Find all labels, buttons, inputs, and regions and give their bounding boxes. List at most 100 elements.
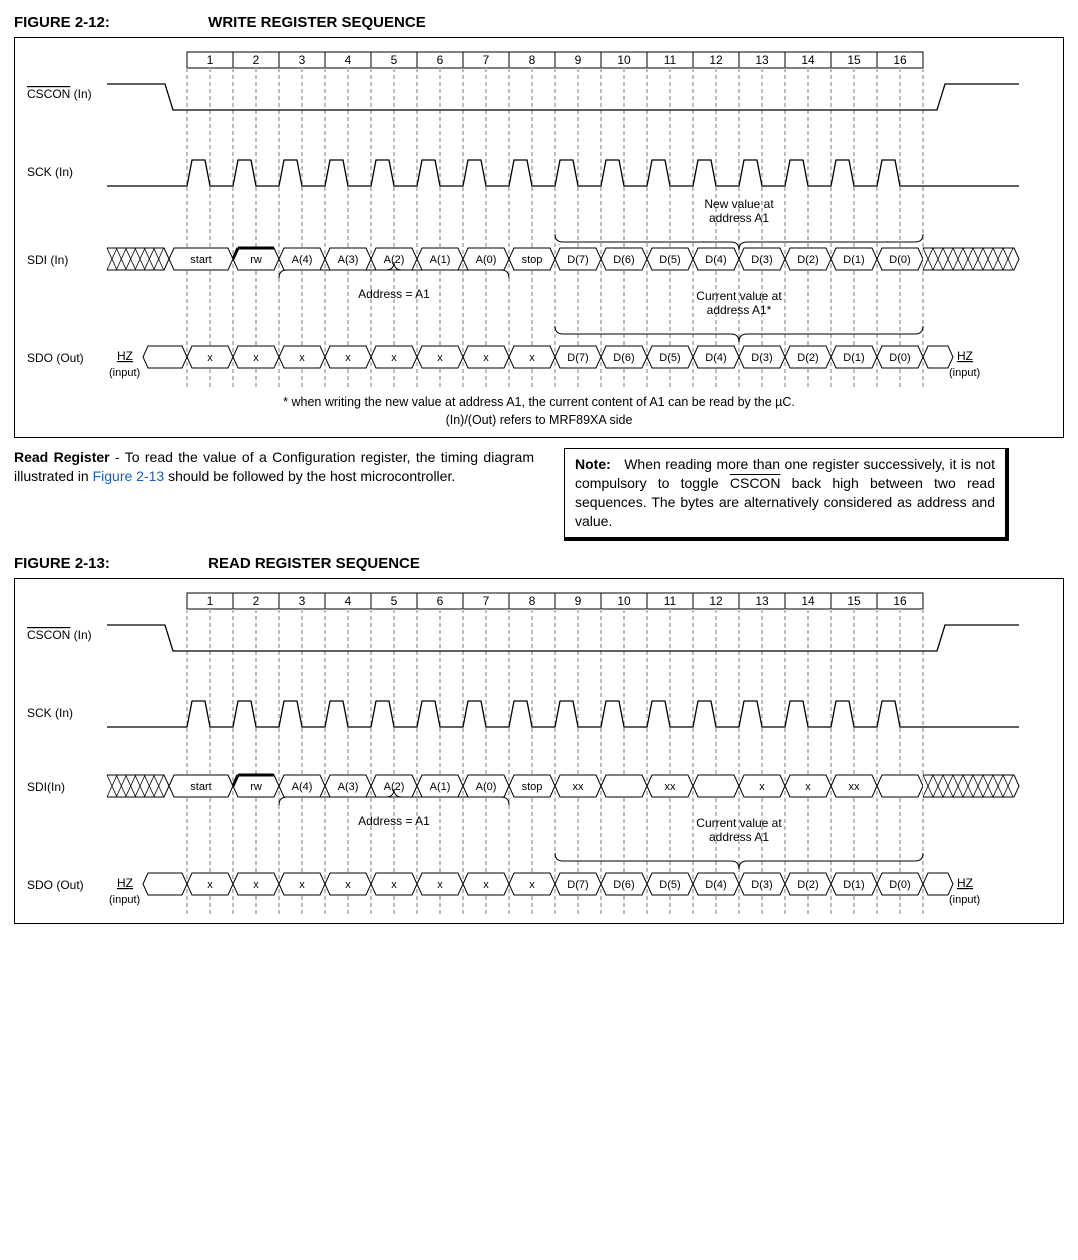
- mid-section: Read Register - To read the value of a C…: [14, 448, 1064, 541]
- timing-diagram-read: 12345678910111213141516CSCON (In)SCK (In…: [14, 578, 1064, 924]
- svg-text:D(0): D(0): [889, 879, 910, 891]
- svg-text:3: 3: [299, 594, 306, 608]
- svg-text:stop: stop: [522, 254, 543, 266]
- svg-text:D(4): D(4): [705, 352, 726, 364]
- svg-text:13: 13: [755, 594, 769, 608]
- read-register-paragraph: Read Register - To read the value of a C…: [14, 448, 534, 486]
- svg-text:x: x: [759, 781, 765, 793]
- svg-text:12: 12: [709, 594, 723, 608]
- svg-text:10: 10: [617, 53, 631, 67]
- svg-text:xx: xx: [665, 781, 677, 793]
- svg-text:CSCON (In): CSCON (In): [27, 87, 92, 101]
- svg-text:xx: xx: [849, 781, 861, 793]
- svg-text:x: x: [345, 352, 351, 364]
- svg-text:stop: stop: [522, 781, 543, 793]
- svg-text:SDI (In): SDI (In): [27, 253, 68, 267]
- svg-text:HZ: HZ: [117, 349, 133, 363]
- svg-text:x: x: [299, 352, 305, 364]
- svg-text:D(3): D(3): [751, 352, 772, 364]
- svg-text:D(3): D(3): [751, 879, 772, 891]
- svg-text:9: 9: [575, 594, 582, 608]
- svg-text:D(5): D(5): [659, 254, 680, 266]
- svg-text:9: 9: [575, 53, 582, 67]
- svg-text:x: x: [391, 879, 397, 891]
- svg-text:HZ: HZ: [957, 876, 973, 890]
- svg-text:D(6): D(6): [613, 254, 634, 266]
- svg-text:x: x: [483, 879, 489, 891]
- svg-text:D(2): D(2): [797, 879, 818, 891]
- svg-text:SCK (In): SCK (In): [27, 165, 73, 179]
- svg-text:address A1*: address A1*: [707, 303, 772, 317]
- svg-text:14: 14: [801, 594, 815, 608]
- figure-link: Figure 2-13: [93, 468, 165, 484]
- svg-text:(input): (input): [949, 367, 980, 379]
- svg-text:11: 11: [664, 594, 677, 608]
- svg-text:address A1: address A1: [709, 211, 769, 225]
- svg-text:D(1): D(1): [843, 254, 864, 266]
- svg-text:rw: rw: [250, 781, 262, 793]
- svg-text:5: 5: [391, 53, 398, 67]
- svg-text:2: 2: [253, 53, 260, 67]
- note-box: Note: When reading more than one registe…: [564, 448, 1009, 541]
- svg-text:start: start: [190, 781, 211, 793]
- svg-text:address A1: address A1: [709, 830, 769, 844]
- svg-text:A(3): A(3): [338, 781, 359, 793]
- svg-text:x: x: [391, 352, 397, 364]
- svg-text:1: 1: [207, 53, 214, 67]
- svg-text:A(1): A(1): [430, 254, 451, 266]
- svg-text:D(2): D(2): [797, 254, 818, 266]
- svg-text:D(1): D(1): [843, 352, 864, 364]
- svg-text:D(7): D(7): [567, 352, 588, 364]
- svg-text:11: 11: [664, 53, 677, 67]
- svg-text:HZ: HZ: [957, 349, 973, 363]
- svg-text:D(0): D(0): [889, 352, 910, 364]
- svg-text:(input): (input): [949, 894, 980, 906]
- svg-text:10: 10: [617, 594, 631, 608]
- svg-text:8: 8: [529, 594, 536, 608]
- svg-text:D(4): D(4): [705, 879, 726, 891]
- svg-text:7: 7: [483, 53, 490, 67]
- svg-text:D(4): D(4): [705, 254, 726, 266]
- svg-text:A(3): A(3): [338, 254, 359, 266]
- svg-text:15: 15: [847, 594, 861, 608]
- svg-text:x: x: [253, 352, 259, 364]
- svg-text:D(5): D(5): [659, 352, 680, 364]
- svg-text:New value at: New value at: [704, 197, 774, 211]
- svg-text:D(7): D(7): [567, 254, 588, 266]
- svg-text:3: 3: [299, 53, 306, 67]
- svg-text:1: 1: [207, 594, 214, 608]
- svg-text:A(0): A(0): [476, 254, 497, 266]
- figure-header-2: FIGURE 2-13: READ REGISTER SEQUENCE: [14, 555, 1064, 572]
- svg-text:SCK (In): SCK (In): [27, 706, 73, 720]
- svg-text:x: x: [345, 879, 351, 891]
- svg-text:D(6): D(6): [613, 352, 634, 364]
- svg-text:D(6): D(6): [613, 879, 634, 891]
- figure-header-1: FIGURE 2-12: WRITE REGISTER SEQUENCE: [14, 14, 1064, 31]
- svg-text:x: x: [805, 781, 811, 793]
- svg-text:A(0): A(0): [476, 781, 497, 793]
- svg-text:SDO (Out): SDO (Out): [27, 351, 84, 365]
- svg-text:12: 12: [709, 53, 723, 67]
- figure-title-2: READ REGISTER SEQUENCE: [208, 555, 420, 572]
- svg-text:x: x: [483, 352, 489, 364]
- svg-text:16: 16: [893, 53, 907, 67]
- figure-num-2: FIGURE 2-13:: [14, 555, 204, 572]
- svg-text:D(5): D(5): [659, 879, 680, 891]
- svg-text:x: x: [253, 879, 259, 891]
- svg-text:A(1): A(1): [430, 781, 451, 793]
- svg-text:Address = A1: Address = A1: [358, 287, 430, 301]
- svg-text:6: 6: [437, 53, 444, 67]
- svg-text:x: x: [529, 879, 535, 891]
- svg-text:x: x: [207, 352, 213, 364]
- svg-text:Address = A1: Address = A1: [358, 814, 430, 828]
- svg-text:Current value at: Current value at: [696, 289, 782, 303]
- svg-text:x: x: [207, 879, 213, 891]
- svg-text:D(3): D(3): [751, 254, 772, 266]
- svg-text:14: 14: [801, 53, 815, 67]
- svg-text:15: 15: [847, 53, 861, 67]
- svg-text:SDI(In): SDI(In): [27, 780, 65, 794]
- footnote: * when writing the new value at address …: [27, 394, 1051, 429]
- figure-title-1: WRITE REGISTER SEQUENCE: [208, 14, 426, 31]
- svg-text:4: 4: [345, 53, 352, 67]
- svg-text:16: 16: [893, 594, 907, 608]
